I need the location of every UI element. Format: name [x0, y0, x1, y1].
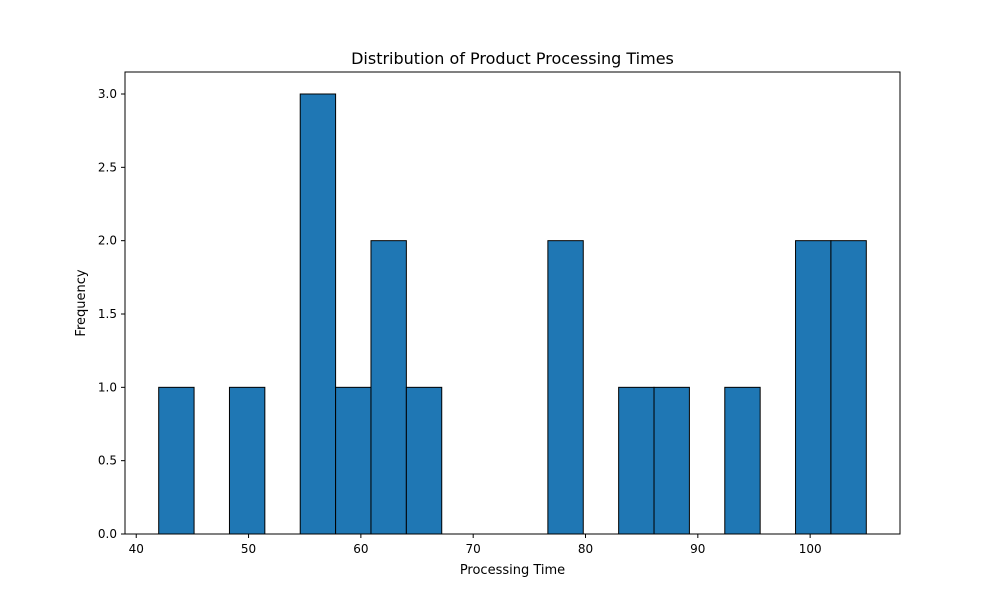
x-tick-label: 80: [578, 542, 593, 556]
histogram-bar: [653, 386, 690, 535]
histogram-bar: [299, 93, 337, 535]
histogram-bar: [830, 240, 867, 535]
x-tick-label: 50: [241, 542, 256, 556]
y-axis-label: Frequency: [74, 269, 89, 336]
x-tick-label: 100: [799, 542, 822, 556]
histogram-bar: [724, 386, 761, 535]
histogram-bar: [405, 386, 443, 535]
x-tick-label: 70: [466, 542, 481, 556]
histogram-bar: [158, 386, 195, 535]
y-tick-label: 2.0: [98, 234, 117, 248]
x-axis-label: Processing Time: [460, 563, 565, 578]
y-tick-label: 0.5: [98, 454, 117, 468]
histogram-bar: [547, 240, 584, 535]
plot-frame: [124, 71, 901, 535]
histogram-bar: [335, 386, 372, 535]
histogram-bar: [228, 386, 266, 535]
histogram-bar: [370, 240, 407, 535]
x-tick-label: 60: [353, 542, 368, 556]
y-tick-label: 3.0: [98, 87, 117, 101]
bars-group: [158, 93, 867, 535]
y-tick-label: 1.5: [98, 307, 117, 321]
y-tick-label: 1.0: [98, 380, 117, 394]
histogram-bar: [618, 386, 655, 535]
x-tick-label: 40: [129, 542, 144, 556]
x-axis-ticks: 40 50 60 70 80 90 100: [129, 534, 822, 556]
y-axis-ticks: 0.0 0.5 1.0 1.5 2.0 2.5 3.0: [98, 87, 125, 541]
chart-title: Distribution of Product Processing Times: [351, 49, 674, 68]
histogram-bar: [795, 240, 832, 535]
y-tick-label: 0.0: [98, 527, 117, 541]
y-tick-label: 2.5: [98, 160, 117, 174]
x-tick-label: 90: [690, 542, 705, 556]
